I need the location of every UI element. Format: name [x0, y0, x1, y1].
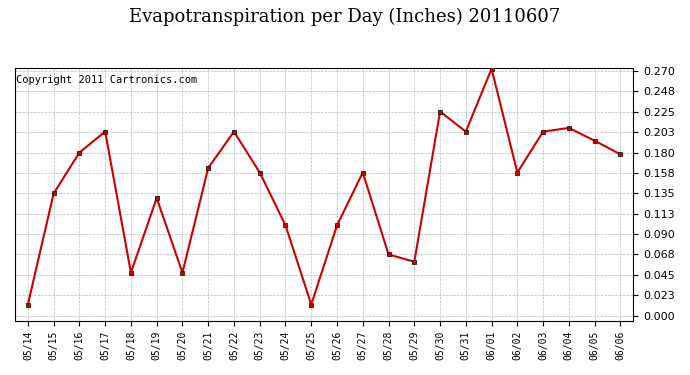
Text: Copyright 2011 Cartronics.com: Copyright 2011 Cartronics.com [17, 75, 197, 86]
Text: Evapotranspiration per Day (Inches) 20110607: Evapotranspiration per Day (Inches) 2011… [130, 8, 560, 26]
